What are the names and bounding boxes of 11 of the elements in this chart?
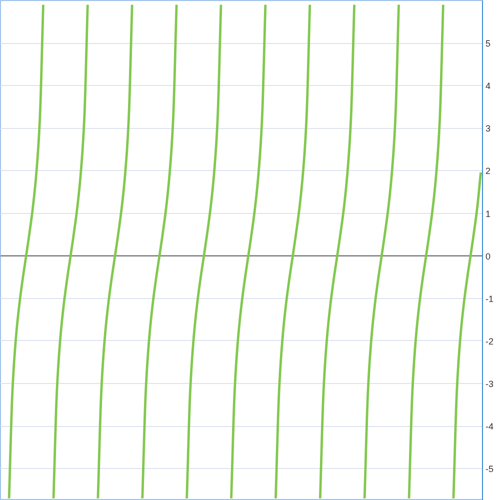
y-tick-label: 4: [486, 81, 491, 92]
y-tick-label: 1: [486, 208, 491, 219]
y-tick-label: -4: [486, 422, 494, 432]
y-tick-label: 5: [486, 38, 491, 49]
y-tick-label: 0: [486, 251, 491, 262]
y-tick-label: -3: [486, 378, 494, 389]
y-tick-label: -2: [486, 336, 494, 346]
y-tick-label: 3: [486, 124, 491, 134]
y-tick-label: -1: [486, 294, 494, 304]
y-tick-label: 2: [486, 166, 491, 176]
y-tick-label: -5: [486, 464, 494, 474]
